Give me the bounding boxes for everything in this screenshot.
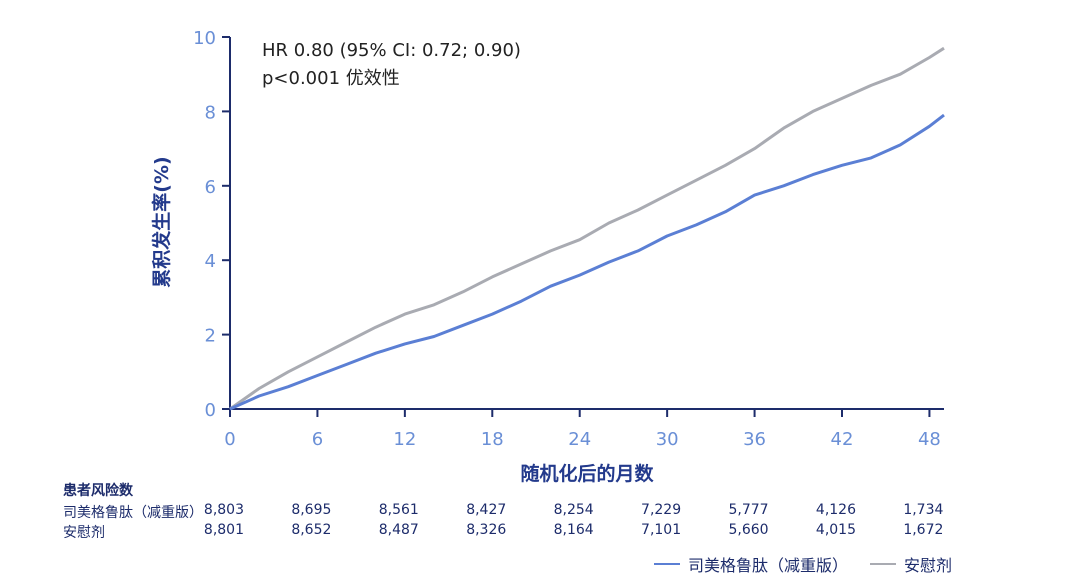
risk-cell: 5,660	[728, 522, 769, 538]
y-tick-label: 6	[205, 177, 216, 198]
x-tick-label: 12	[393, 429, 416, 450]
y-tick-label: 4	[205, 251, 216, 272]
risk-cell: 7,229	[641, 502, 682, 518]
y-tick-label: 8	[205, 102, 216, 123]
risk-table-title: 患者风险数	[63, 483, 133, 499]
risk-cell: 7,101	[641, 522, 682, 538]
risk-row-label: 司美格鲁肽（减重版）	[63, 505, 203, 521]
y-tick-label: 0	[205, 400, 216, 421]
y-axis-title: 累积发生率(%)	[150, 156, 173, 287]
legend-label-semaglutide: 司美格鲁肽（减重版）	[688, 556, 849, 575]
y-tick-label: 10	[193, 28, 216, 49]
x-tick-label: 48	[918, 429, 941, 450]
x-tick-label: 6	[312, 429, 323, 450]
risk-cell: 8,695	[291, 502, 332, 518]
legend-item-semaglutide: 司美格鲁肽（减重版）	[654, 552, 848, 576]
y-tick-label: 2	[205, 326, 216, 347]
legend-item-placebo: 安慰剂	[870, 552, 952, 576]
series-line-placebo	[229, 46, 945, 411]
x-tick-label: 24	[568, 429, 591, 450]
legend: 司美格鲁肽（减重版） 安慰剂	[654, 552, 974, 576]
risk-cell: 1,672	[903, 522, 944, 538]
risk-cell: 8,561	[378, 502, 419, 518]
risk-cell: 8,487	[378, 522, 419, 538]
x-tick-label: 0	[224, 429, 235, 450]
risk-cell: 1,734	[903, 502, 944, 518]
x-axis-title: 随机化后的月数	[520, 462, 654, 485]
risk-row-label: 安慰剂	[63, 525, 105, 541]
annotation-hr: HR 0.80 (95% CI: 0.72; 0.90)	[262, 40, 521, 61]
risk-cell: 8,652	[291, 522, 332, 538]
legend-label-placebo: 安慰剂	[904, 556, 953, 575]
risk-cell: 4,126	[815, 502, 856, 518]
risk-cell: 8,803	[203, 502, 244, 518]
x-tick-label: 42	[831, 429, 854, 450]
x-tick-label: 36	[743, 429, 766, 450]
x-tick-label: 30	[656, 429, 679, 450]
risk-cell: 8,254	[553, 502, 594, 518]
legend-swatch-placebo	[870, 563, 897, 565]
x-tick-label: 18	[481, 429, 504, 450]
risk-cell: 8,164	[553, 522, 594, 538]
series-line-semaglutide	[229, 113, 945, 411]
legend-swatch-semaglutide	[654, 563, 680, 565]
risk-cell: 8,326	[466, 522, 507, 538]
risk-cell: 8,801	[203, 522, 244, 538]
risk-cell: 8,427	[466, 502, 507, 518]
annotation-p: p<0.001 优效性	[262, 68, 400, 89]
risk-cell: 5,777	[728, 502, 769, 518]
risk-cell: 4,015	[815, 522, 856, 538]
